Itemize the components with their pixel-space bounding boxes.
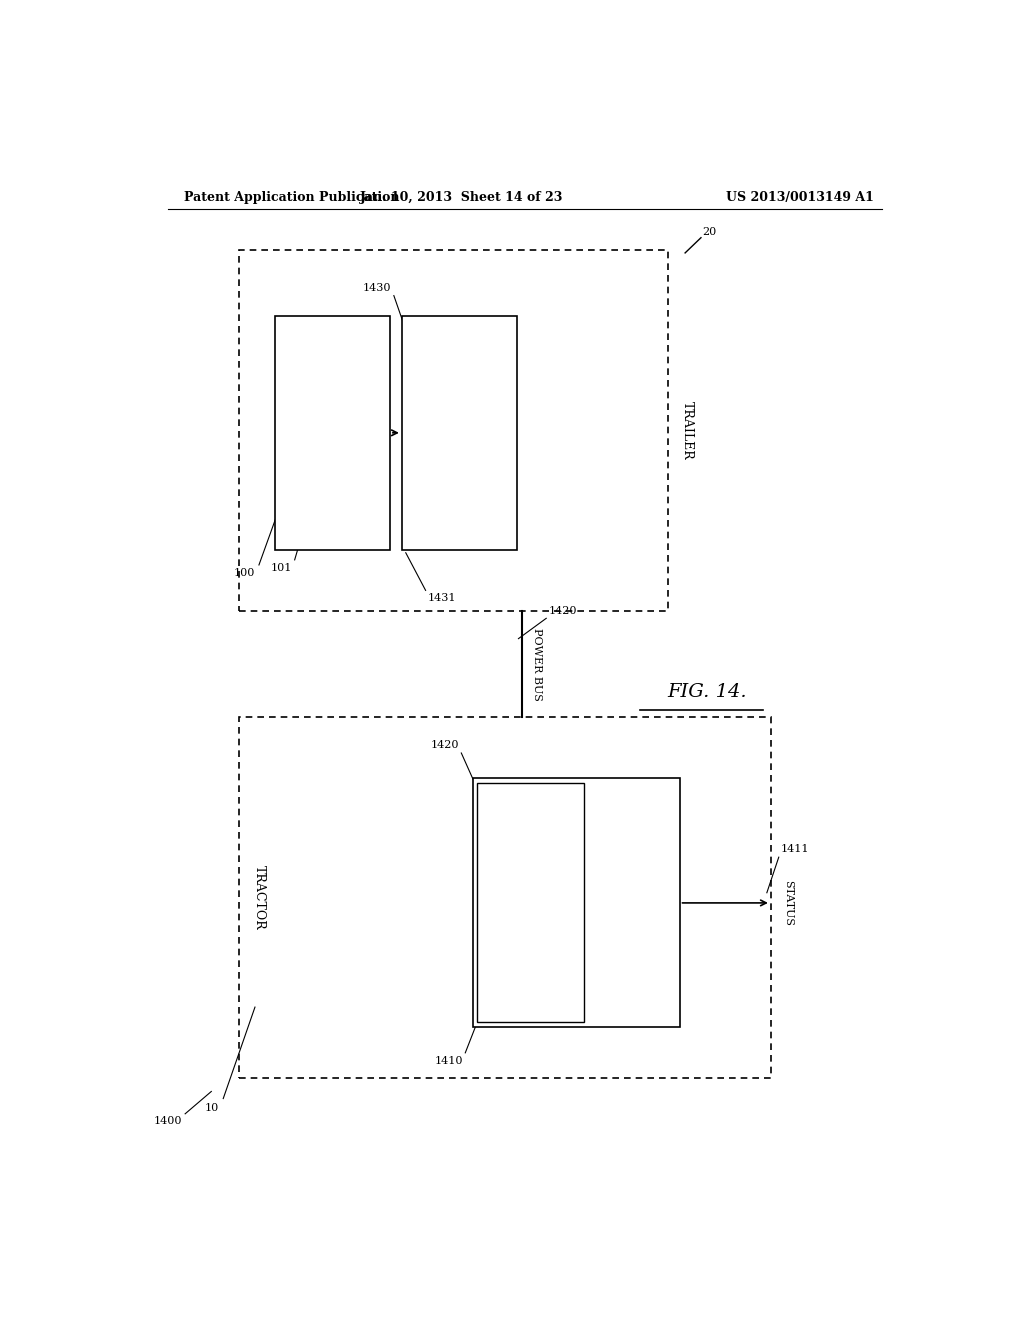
Text: 1400: 1400 [154, 1115, 182, 1126]
Text: 1420: 1420 [549, 606, 578, 616]
Text: 1411: 1411 [781, 843, 810, 854]
Text: 100: 100 [233, 568, 255, 578]
Text: SUBSYSTEM: SUBSYSTEM [328, 397, 337, 467]
Text: Jan. 10, 2013  Sheet 14 of 23: Jan. 10, 2013 Sheet 14 of 23 [359, 190, 563, 203]
Bar [240, 718, 771, 1078]
Bar [473, 779, 680, 1027]
Text: Patent Application Publication: Patent Application Publication [183, 190, 399, 203]
Bar [240, 249, 668, 611]
Text: STATUS: STATUS [783, 880, 794, 925]
Text: 1430: 1430 [362, 282, 391, 293]
Text: FIG. 14.: FIG. 14. [668, 682, 748, 701]
Text: TRAILER: TRAILER [681, 401, 694, 459]
Text: US 2013/0013149 A1: US 2013/0013149 A1 [726, 190, 873, 203]
Text: TRACTOR: TRACTOR [253, 866, 265, 931]
Text: POWER BUS: POWER BUS [531, 627, 542, 701]
Text: 1420: 1420 [430, 741, 459, 750]
Bar [401, 315, 517, 549]
Text: 1410: 1410 [434, 1056, 463, 1065]
Text: SPREAD SPECTRUM
SIGNAL PRODUCING: SPREAD SPECTRUM SIGNAL PRODUCING [449, 375, 470, 491]
Bar [274, 315, 390, 549]
Text: 101: 101 [271, 562, 292, 573]
Text: SPREAD SPECTRUM
SIGNAL RECEIVING: SPREAD SPECTRUM SIGNAL RECEIVING [521, 850, 541, 956]
Text: 1431: 1431 [428, 594, 457, 603]
Text: 10: 10 [205, 1102, 219, 1113]
Bar [477, 784, 585, 1022]
Text: STATUS DETERMINING: STATUS DETERMINING [628, 841, 637, 965]
Text: 20: 20 [702, 227, 717, 236]
